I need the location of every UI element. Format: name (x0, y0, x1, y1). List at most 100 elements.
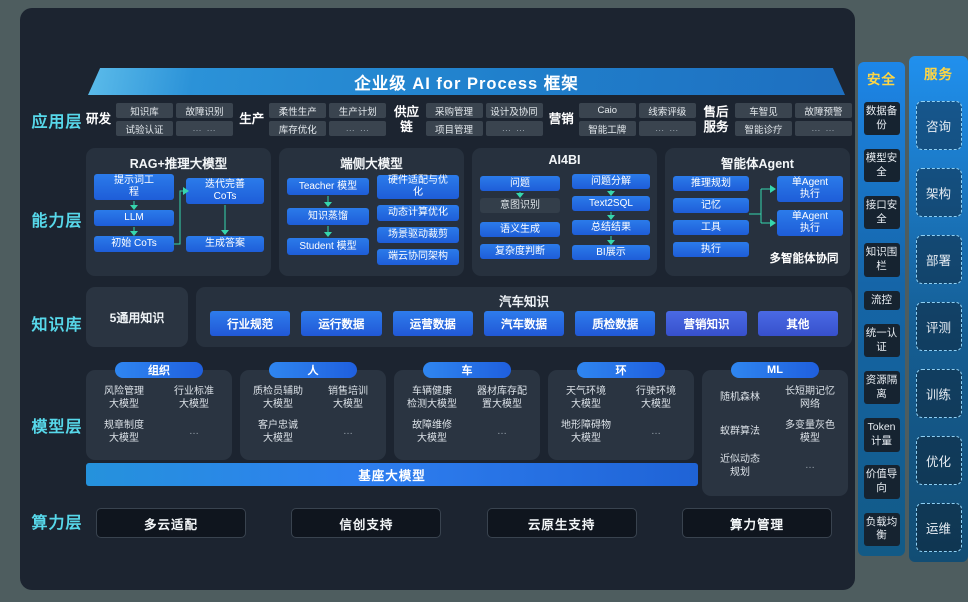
cap-box-title: 端侧大模型 (340, 157, 403, 171)
layer-label-model: 模型层 (31, 419, 83, 436)
model-group-organization: 组织 风险管理 大模型 行业标准 大模型 规章制度 大模型 … (86, 362, 232, 460)
app-item: 知识库 (116, 103, 174, 118)
model-item-more: … (651, 426, 661, 438)
model-group-grid: 质检员辅助 大模型 销售培训 大模型 客户忠诚 大模型 … (244, 386, 382, 445)
edge-node-scene: 场景驱动裁剪 (377, 227, 459, 243)
services-title: 服务 (924, 67, 953, 82)
compute-item-management: 算力管理 (681, 508, 832, 538)
model-group-pill: 车 (423, 362, 511, 378)
app-group-supply-chain: 供应链 采购管理 设计及协同 项目管理 … … (393, 103, 543, 136)
main-panel: 企业级 AI for Process 框架 应用层 能力层 知识库 模型层 算力… (20, 8, 855, 590)
app-group-rd: 研发 知识库 故障识别 试验认证 … … (86, 103, 234, 136)
ai4bi-node-summary: 总结结果 (572, 220, 650, 235)
base-model-bar: 基座大模型 (86, 463, 698, 486)
security-item: 统一认证 (863, 324, 900, 358)
service-item: 部署 (915, 235, 962, 284)
service-item: 训练 (915, 369, 962, 418)
app-group-grid: Caio 线索评级 智能工牌 … … (578, 103, 696, 136)
agent-node-memory: 记忆 (673, 198, 749, 213)
layer-label-compute: 算力层 (31, 515, 83, 532)
app-item: 生产计划 (329, 103, 387, 118)
knowledge-item: 行业规范 (210, 311, 291, 336)
cap-box-title: AI4BI (548, 153, 581, 167)
flow-arrows (130, 187, 229, 245)
edge-node-cloud: 端云协同架构 (377, 249, 459, 265)
model-item: 地形障碍物 大模型 (561, 420, 611, 444)
service-item: 运维 (915, 503, 962, 552)
model-group-pill: 组织 (115, 362, 203, 378)
service-item: 架构 (915, 168, 962, 217)
cap-box-agent: 智能体Agent 推理规划 记忆 工具 执行 单Agent 执行 单Agent … (665, 148, 850, 276)
cap-box-rag: RAG+推理大模型 提示词工 程 LLM 初始 CoTs 迭代完善 CoTs 生… (86, 148, 271, 276)
security-item: 数据备份 (863, 101, 900, 136)
knowledge-item: 质检数据 (575, 311, 656, 336)
security-item: 价值导向 (863, 465, 900, 499)
model-group-ml: ML 随机森林 长短期记忆 网络 蚁群算法 多变量灰色 模型 近似动态 规划 … (702, 362, 848, 496)
model-item: 销售培训 大模型 (328, 386, 368, 410)
app-item-more: … … (794, 121, 852, 136)
security-item: 接口安全 (863, 196, 900, 230)
model-item-more: … (497, 426, 507, 438)
service-item: 优化 (915, 436, 962, 485)
agent-node-execute: 执行 (673, 242, 749, 257)
ai4bi-node-decompose: 问题分解 (572, 174, 650, 189)
cap-box-ai4bi: AI4BI 问题 意图识别 语义生成 复杂度判断 问题分解 Text2SQL 总… (472, 148, 657, 276)
app-group-label: 研发 (86, 112, 112, 126)
model-group-grid: 随机森林 长短期记忆 网络 蚁群算法 多变量灰色 模型 近似动态 规划 … (706, 386, 844, 479)
app-group-grid: 柔性生产 生产计划 库存优化 … … (269, 103, 387, 136)
ai4bi-node-text2sql: Text2SQL (572, 196, 650, 211)
security-item: 知识围栏 (863, 243, 900, 277)
app-item-more: … … (638, 121, 696, 136)
framework-banner: 企业级 AI for Process 框架 (88, 68, 845, 95)
model-item: 行驶环境 大模型 (636, 386, 676, 410)
app-item: 项目管理 (425, 121, 483, 136)
security-item: 负载均衡 (863, 512, 900, 546)
services-strip: 服务 咨询 架构 部署 评测 训练 优化 运维 (909, 56, 968, 562)
knowledge-item: 运营数据 (392, 311, 473, 336)
model-group-people: 人 质检员辅助 大模型 销售培训 大模型 客户忠诚 大模型 … (240, 362, 386, 460)
model-item: 风险管理 大模型 (104, 386, 144, 410)
model-group-environment: 环 天气环境 大模型 行驶环境 大模型 地形障碍物 大模型 … (548, 362, 694, 460)
app-item: 线索评级 (638, 103, 696, 118)
app-group-label: 营销 (548, 112, 574, 126)
capability-row: RAG+推理大模型 提示词工 程 LLM 初始 CoTs 迭代完善 CoTs 生… (86, 148, 850, 276)
agent-node-planning: 推理规划 (673, 176, 749, 191)
model-item: 多变量灰色 模型 (785, 420, 835, 444)
flow-arrows (324, 196, 332, 237)
model-group-vehicle: 车 车辆健康 检测大模型 器材库存配 置大模型 故障维修 大模型 … (394, 362, 540, 460)
app-item: 设计及协同 (485, 103, 543, 118)
app-item: 试验认证 (116, 121, 174, 136)
model-group-pill: 环 (577, 362, 665, 378)
app-item: 采购管理 (425, 103, 483, 118)
model-item-more: … (189, 426, 199, 438)
model-group-grid: 车辆健康 检测大模型 器材库存配 置大模型 故障维修 大模型 … (398, 386, 536, 445)
model-item: 质检员辅助 大模型 (253, 386, 303, 410)
model-item: 近似动态 规划 (720, 454, 760, 478)
compute-item-cloudnative: 云原生支持 (486, 508, 637, 538)
app-item: 智能诊疗 (734, 121, 792, 136)
security-item: Token计量 (863, 418, 900, 452)
app-item: 故障识别 (176, 103, 234, 118)
layer-label-knowledge: 知识库 (31, 317, 83, 334)
model-group-grid: 天气环境 大模型 行驶环境 大模型 地形障碍物 大模型 … (552, 386, 690, 445)
model-group-pill: 人 (269, 362, 357, 378)
app-item: 车智见 (734, 103, 792, 118)
layer-label-capability: 能力层 (31, 213, 83, 230)
knowledge-item: 汽车数据 (483, 311, 565, 336)
app-group-grid: 车智见 故障预警 智能诊疗 … … (734, 103, 852, 136)
app-item-more: … … (329, 121, 387, 136)
app-item: 库存优化 (269, 121, 327, 136)
ai4bi-node-complexity: 复杂度判断 (480, 244, 560, 259)
cap-box-title: RAG+推理大模型 (129, 157, 228, 171)
edge-node-distill: 知识蒸馏 (287, 208, 369, 225)
app-item-more: … … (176, 121, 234, 136)
app-group-grid: 知识库 故障识别 试验认证 … … (116, 103, 234, 136)
model-item: 器材库存配 置大模型 (477, 386, 527, 410)
agent-node-single-exec-2: 单Agent 执行 (777, 210, 843, 236)
security-item: 流控 (863, 290, 900, 311)
knowledge-item: 运行数据 (301, 311, 382, 336)
app-group-label: 售后服务 (703, 104, 729, 134)
rag-node-answer: 生成答案 (186, 236, 264, 252)
rag-node-llm: LLM (94, 210, 174, 226)
ai4bi-node-question: 问题 (480, 176, 560, 191)
